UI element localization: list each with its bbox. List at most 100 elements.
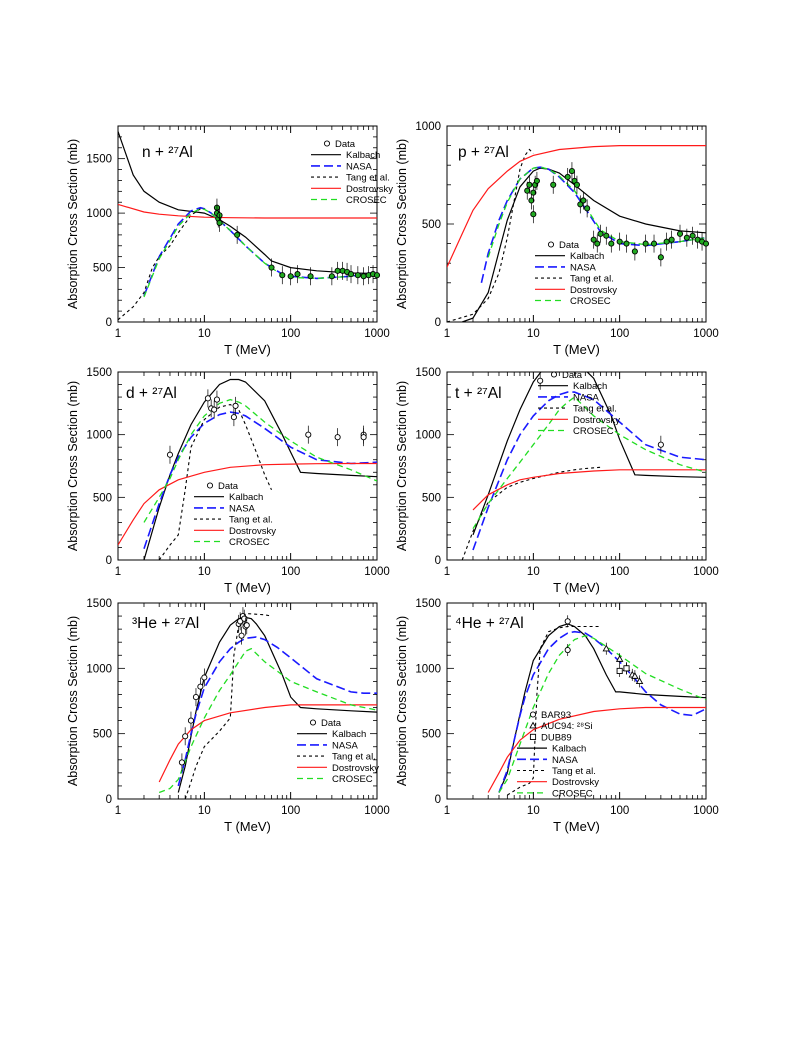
- legend-label: Tang et al.: [573, 404, 617, 415]
- legend-label: NASA: [552, 755, 579, 766]
- legend-label: Data: [335, 139, 356, 150]
- data-point: [668, 236, 675, 243]
- data-point: [577, 201, 584, 208]
- x-tick-label: 1: [115, 328, 121, 340]
- x-tick-label: 1: [444, 805, 450, 817]
- legend-label: Kalbach: [332, 729, 366, 740]
- legend-label: CROSEC: [570, 296, 611, 307]
- axes-frame: [117, 602, 378, 800]
- x-tick-label: 10: [198, 328, 211, 340]
- data-point: [323, 140, 331, 147]
- y-tick-label: 1500: [415, 367, 441, 379]
- data-point: [294, 271, 301, 278]
- y-tick-label: 1500: [415, 598, 441, 610]
- data-point: [616, 238, 623, 245]
- y-tick-label: 500: [422, 219, 441, 231]
- series-dostrovsky-line: [118, 462, 377, 546]
- data-point: [642, 240, 649, 247]
- data-point: [279, 272, 286, 279]
- legend-label: NASA: [570, 262, 597, 273]
- data-point: [529, 733, 537, 740]
- series-dostrovsky-line: [447, 145, 706, 268]
- data-point: [650, 240, 658, 247]
- series-tang-et-al--line: [447, 148, 534, 322]
- y-tick-label: 500: [93, 492, 112, 504]
- data-point: [213, 396, 220, 403]
- axes-frame: [446, 602, 707, 800]
- data-point: [530, 189, 537, 196]
- data-point: [309, 719, 317, 726]
- data-point: [347, 271, 355, 278]
- data-point: [657, 441, 664, 448]
- legend-label: Kalbach: [573, 381, 607, 392]
- data-point: [676, 230, 684, 237]
- legend-label: Tang et al.: [346, 173, 390, 184]
- legend-label: Dostrovsky: [573, 415, 620, 426]
- x-tick-label: 100: [610, 805, 629, 817]
- x-tick-label: 10: [527, 328, 540, 340]
- legend-label: NASA: [573, 392, 600, 403]
- panel-title: ⁴He + ²⁷Al: [455, 615, 524, 632]
- legend-label: Data: [562, 370, 583, 381]
- data-point: [204, 395, 211, 402]
- x-tick-label: 10: [527, 805, 540, 817]
- series-kalbach-line: [118, 131, 377, 275]
- data-point: [615, 655, 624, 662]
- data-point: [547, 241, 555, 248]
- legend-label: Dostrovsky: [570, 285, 617, 296]
- legend-label: AUC94: ²⁸Si: [541, 721, 593, 732]
- data-point: [528, 197, 535, 204]
- x-axis-label: T (MeV): [224, 342, 271, 357]
- y-tick-label: 1000: [415, 121, 441, 133]
- data-point: [657, 254, 664, 261]
- legend-label: NASA: [229, 503, 256, 514]
- data-point: [307, 273, 314, 280]
- data-point: [197, 683, 204, 690]
- series-tang-et-al--line: [184, 612, 272, 799]
- data-point: [568, 168, 575, 175]
- data-point: [354, 272, 361, 279]
- legend-label: Tang et al.: [552, 766, 596, 777]
- data-point: [305, 431, 312, 438]
- data-point: [573, 181, 580, 188]
- legend-label: Tang et al.: [332, 752, 376, 763]
- x-axis-label: T (MeV): [553, 342, 600, 357]
- data-point: [564, 646, 571, 654]
- y-tick-label: 0: [435, 317, 441, 329]
- data-point: [702, 240, 710, 247]
- data-point: [230, 414, 237, 421]
- series-kalbach-line: [498, 623, 706, 793]
- data-point: [564, 173, 571, 181]
- data-point: [373, 272, 381, 279]
- x-tick-label: 1: [115, 566, 121, 578]
- x-tick-label: 1000: [364, 805, 390, 817]
- legend-label: BAR93: [541, 710, 571, 721]
- series-tang-et-al--line: [507, 625, 601, 796]
- x-tick-label: 1: [115, 805, 121, 817]
- legend-label: Kalbach: [552, 744, 586, 755]
- data-point: [584, 205, 591, 212]
- series-nasa-line: [143, 206, 377, 297]
- data-point: [206, 482, 214, 489]
- data-point: [631, 248, 638, 255]
- data-point: [616, 667, 623, 674]
- data-point: [590, 236, 597, 243]
- legend-label: Data: [559, 240, 580, 251]
- series-nasa-line: [143, 411, 377, 549]
- series-dostrovsky-line: [118, 203, 377, 219]
- panel-6: 1 10 100 1000 0 500 1000 1500 T (MeV) Absorption …: [395, 598, 719, 834]
- data-point: [192, 694, 200, 701]
- y-tick-label: 0: [106, 555, 112, 567]
- series-nasa-line: [472, 391, 706, 551]
- x-tick-label: 1: [444, 328, 450, 340]
- series-dostrovsky-line: [487, 706, 706, 793]
- data-point: [530, 211, 537, 218]
- data-point: [211, 406, 218, 413]
- series-tang-et-al--line: [158, 404, 273, 560]
- panel-title: ³He + ²⁷Al: [132, 615, 199, 632]
- data-point: [550, 371, 558, 378]
- panel-title: t + ²⁷Al: [455, 385, 502, 402]
- y-tick-label: 0: [435, 794, 441, 806]
